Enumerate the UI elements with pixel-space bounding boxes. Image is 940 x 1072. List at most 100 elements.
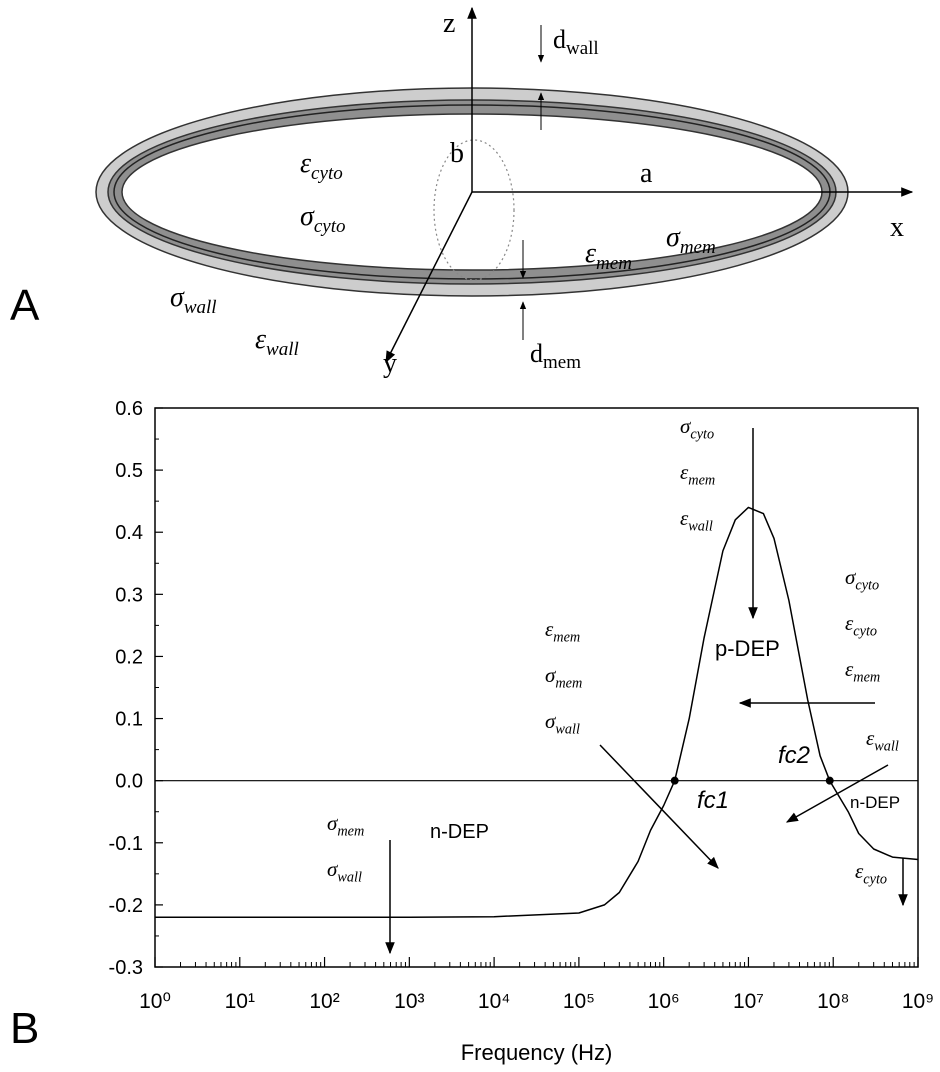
cell-diagram: z x y dwall b a dmem εcytoσcytoεmemσmemσ… [95,6,914,379]
symbol-label: σcyto [300,201,346,237]
cross-section [433,139,515,281]
symbol: ε [585,238,596,269]
y-tick-label: 0.5 [115,460,143,482]
y-tick-label: 0.2 [115,646,143,668]
y-tick-label: 0.1 [115,709,143,731]
x-tick-label: 10¹ [225,990,255,1013]
symbol-label: εmem [585,238,632,274]
annotation-arrow [785,764,889,823]
y-tick-label: 0.4 [115,522,143,544]
annotation-arrow [599,744,719,869]
symbol-label: σwall [170,282,217,318]
subscript: cyto [314,216,346,237]
symbol-label: σwall [545,709,580,737]
symbol: ε [680,460,689,484]
x-tick-label: 10⁸ [817,990,849,1013]
crossover-point [670,776,679,785]
dimension-label: b [450,138,464,169]
symbol: ε [845,657,854,681]
symbol-label: εmem [545,617,580,645]
subscript: wall [566,38,599,59]
x-tick-label: 10⁷ [733,990,764,1013]
region-label: p-DEP [715,636,780,661]
y-tick-label: 0.6 [115,398,143,420]
crossover-label: fc2 [778,742,810,769]
subscript: wall [266,339,299,360]
symbol-label: σcyto [845,565,879,593]
subscript: cyto [863,871,887,887]
y-tick-label: -0.1 [109,833,143,855]
symbol: ε [255,324,266,355]
symbol-label: εmem [845,657,880,685]
symbol-label: εwall [255,324,299,360]
subscript: wall [555,721,580,737]
symbol: σ [327,857,339,881]
subscript: mem [596,253,632,274]
y-tick-label: 0.3 [115,584,143,606]
dimension-label: dmem [530,339,581,373]
symbol: σ [666,222,681,253]
subscript: wall [337,869,362,885]
subscript: mem [555,675,582,691]
symbol-label: εcyto [855,859,887,887]
panel-label: B [10,1004,39,1053]
y-axis [385,191,473,364]
symbol-label: σwall [327,857,362,885]
crossover-label: fc1 [697,787,729,814]
symbol: d [553,25,566,54]
symbol: ε [545,617,554,641]
subscript: cyto [311,163,343,184]
x-tick-label: 10⁰ [139,990,171,1013]
plot-frame [154,407,919,968]
symbol-label: σcyto [680,414,714,442]
symbol: ε [680,506,689,530]
x-tick-label: 10⁵ [563,990,595,1013]
panel-label: A [10,281,40,330]
symbol-label: εwall [866,726,899,754]
x-tick-label: 10⁹ [902,990,934,1013]
symbol: σ [680,414,692,438]
symbol: σ [327,811,339,835]
y-tick-label: -0.3 [109,957,143,979]
subscript: mem [853,669,880,685]
symbol: ε [866,726,875,750]
chart: 10⁰ 10¹ 10² 10³ 10⁴ 10⁵ 10⁶ 10⁷ 10⁸ 10⁹ 0.6 0.5 0.4 0… [109,398,935,1065]
symbol: ε [845,611,854,635]
subscript: mem [553,629,580,645]
symbol: σ [300,201,315,232]
symbol-label: εcyto [300,148,343,184]
symbol: ε [855,859,864,883]
y-tick-label: 0.0 [115,771,143,793]
symbol-label: σmem [545,663,582,691]
axis-label: x [890,212,904,243]
x-tick-label: 10⁶ [648,990,680,1013]
subscript: mem [543,352,581,373]
subscript: mem [688,472,715,488]
symbol: σ [545,663,557,687]
x-tick-label: 10³ [394,990,424,1013]
subscript: wall [874,738,899,754]
region-label: n-DEP [430,821,489,843]
symbol-label: σmem [327,811,364,839]
dimension-label: dwall [553,25,599,59]
symbol: d [530,339,543,368]
x-axis-title: Frequency (Hz) [461,1040,613,1065]
region-label: n-DEP [850,793,900,812]
symbol-label: εcyto [845,611,877,639]
curve [155,506,919,919]
y-tick-label: -0.2 [109,895,143,917]
x-tick-label: 10⁴ [478,990,510,1013]
subscript: cyto [690,426,714,442]
dimension-label: a [640,158,653,189]
symbol-label: σmem [666,222,716,258]
subscript: cyto [853,623,877,639]
subscript: wall [688,518,713,534]
crossover-point [825,776,834,785]
subscript: mem [337,823,364,839]
symbol: ε [300,148,311,179]
symbol: σ [845,565,857,589]
axis-label: z [443,8,455,39]
symbol: σ [545,709,557,733]
